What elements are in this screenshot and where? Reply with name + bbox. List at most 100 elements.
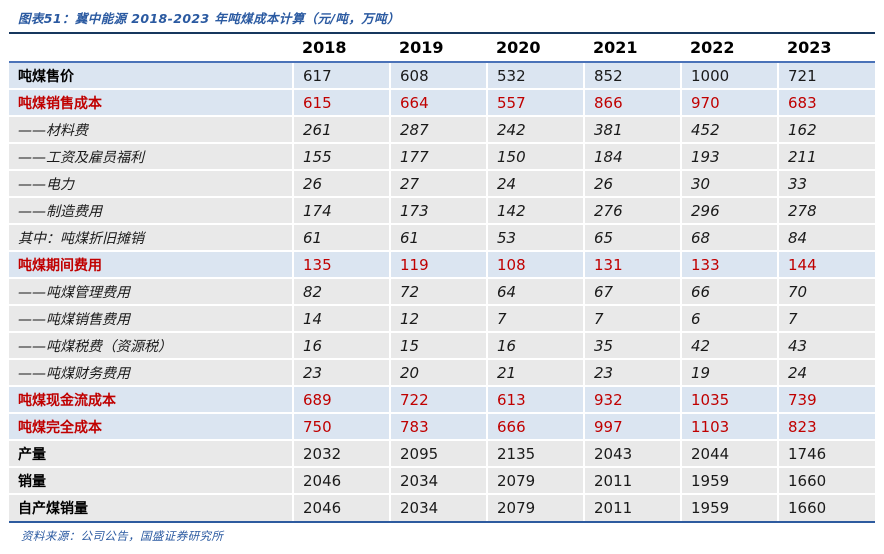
- table-row: 产量 2032 2095 2135 2043 2044 1746: [9, 439, 875, 467]
- value-cell: 1959: [680, 466, 778, 494]
- value-cell: 19: [680, 358, 778, 386]
- table-row: ——吨煤销售费用 14 12 7 7 6 7: [9, 304, 875, 332]
- value-cell: 852: [583, 61, 681, 89]
- value-cell: 16: [292, 331, 390, 359]
- value-cell: 1660: [777, 493, 875, 521]
- cost-table-body: 吨煤售价 617 608 532 852 1000 721 吨煤销售成本 615 664 557 86…: [9, 61, 875, 521]
- value-cell: 2034: [389, 493, 487, 521]
- table-row: ——材料费 261 287 242 381 452 162: [9, 115, 875, 143]
- value-cell: 184: [583, 142, 681, 170]
- value-cell: 617: [292, 61, 390, 89]
- value-cell: 84: [777, 223, 875, 251]
- row-label: ——工资及雇员福利: [9, 142, 293, 170]
- figure-title: 图表51：冀中能源 2018-2023 年吨煤成本计算（元/吨，万吨）: [18, 11, 400, 26]
- title-divider-rule: [9, 32, 875, 34]
- value-cell: 142: [486, 196, 584, 224]
- value-cell: 242: [486, 115, 584, 143]
- value-cell: 664: [389, 88, 487, 116]
- value-cell: 276: [583, 196, 681, 224]
- value-cell: 24: [777, 358, 875, 386]
- value-cell: 557: [486, 88, 584, 116]
- table-row: ——吨煤税费（资源税） 16 15 16 35 42 43: [9, 331, 875, 359]
- row-label: ——吨煤管理费用: [9, 277, 293, 305]
- value-cell: 7: [777, 304, 875, 332]
- value-cell: 35: [583, 331, 681, 359]
- value-cell: 42: [680, 331, 778, 359]
- year-header-2020: 2020: [487, 35, 584, 63]
- value-cell: 866: [583, 88, 681, 116]
- value-cell: 177: [389, 142, 487, 170]
- value-cell: 1746: [777, 439, 875, 467]
- value-cell: 21: [486, 358, 584, 386]
- value-cell: 64: [486, 277, 584, 305]
- value-cell: 16: [486, 331, 584, 359]
- value-cell: 7: [583, 304, 681, 332]
- year-header-2018: 2018: [293, 35, 390, 63]
- value-cell: 61: [389, 223, 487, 251]
- value-cell: 65: [583, 223, 681, 251]
- cost-table: 2018 2019 2020 2021 2022 2023 吨煤售价 617 608 532 85…: [9, 35, 875, 521]
- row-label: ——吨煤税费（资源税）: [9, 331, 293, 359]
- value-cell: 133: [680, 250, 778, 278]
- value-cell: 997: [583, 412, 681, 440]
- value-cell: 174: [292, 196, 390, 224]
- value-cell: 2011: [583, 466, 681, 494]
- row-label: ——电力: [9, 169, 293, 197]
- value-cell: 150: [486, 142, 584, 170]
- value-cell: 1959: [680, 493, 778, 521]
- value-cell: 2043: [583, 439, 681, 467]
- row-label: 吨煤现金流成本: [9, 385, 293, 413]
- row-label: 销量: [9, 466, 293, 494]
- value-cell: 131: [583, 250, 681, 278]
- value-cell: 2079: [486, 493, 584, 521]
- value-cell: 30: [680, 169, 778, 197]
- value-cell: 15: [389, 331, 487, 359]
- row-label: 吨煤完全成本: [9, 412, 293, 440]
- value-cell: 72: [389, 277, 487, 305]
- value-cell: 689: [292, 385, 390, 413]
- table-row: ——吨煤管理费用 82 72 64 67 66 70: [9, 277, 875, 305]
- value-cell: 27: [389, 169, 487, 197]
- table-row: ——吨煤财务费用 23 20 21 23 19 24: [9, 358, 875, 386]
- value-cell: 67: [583, 277, 681, 305]
- value-cell: 2011: [583, 493, 681, 521]
- row-label: ——材料费: [9, 115, 293, 143]
- value-cell: 68: [680, 223, 778, 251]
- value-cell: 23: [292, 358, 390, 386]
- row-label: ——制造费用: [9, 196, 293, 224]
- value-cell: 532: [486, 61, 584, 89]
- value-cell: 750: [292, 412, 390, 440]
- value-cell: 970: [680, 88, 778, 116]
- value-cell: 1660: [777, 466, 875, 494]
- table-row: ——制造费用 174 173 142 276 296 278: [9, 196, 875, 224]
- value-cell: 739: [777, 385, 875, 413]
- value-cell: 2079: [486, 466, 584, 494]
- value-cell: 23: [583, 358, 681, 386]
- table-row: 吨煤完全成本 750 783 666 997 1103 823: [9, 412, 875, 440]
- value-cell: 20: [389, 358, 487, 386]
- header-corner-cell: [9, 35, 293, 63]
- row-label: ——吨煤销售费用: [9, 304, 293, 332]
- value-cell: 2046: [292, 466, 390, 494]
- row-label: 产量: [9, 439, 293, 467]
- row-label: 其中：吨煤折旧摊销: [9, 223, 293, 251]
- value-cell: 135: [292, 250, 390, 278]
- row-label: 吨煤售价: [9, 61, 293, 89]
- value-cell: 296: [680, 196, 778, 224]
- value-cell: 2046: [292, 493, 390, 521]
- value-cell: 24: [486, 169, 584, 197]
- value-cell: 613: [486, 385, 584, 413]
- value-cell: 2034: [389, 466, 487, 494]
- value-cell: 14: [292, 304, 390, 332]
- year-header-row: 2018 2019 2020 2021 2022 2023: [9, 35, 875, 63]
- value-cell: 66: [680, 277, 778, 305]
- value-cell: 722: [389, 385, 487, 413]
- value-cell: 26: [292, 169, 390, 197]
- source-note: 资料来源：公司公告，国盛证券研究所: [21, 529, 224, 543]
- value-cell: 33: [777, 169, 875, 197]
- value-cell: 162: [777, 115, 875, 143]
- value-cell: 108: [486, 250, 584, 278]
- value-cell: 278: [777, 196, 875, 224]
- table-row: 销量 2046 2034 2079 2011 1959 1660: [9, 466, 875, 494]
- value-cell: 1000: [680, 61, 778, 89]
